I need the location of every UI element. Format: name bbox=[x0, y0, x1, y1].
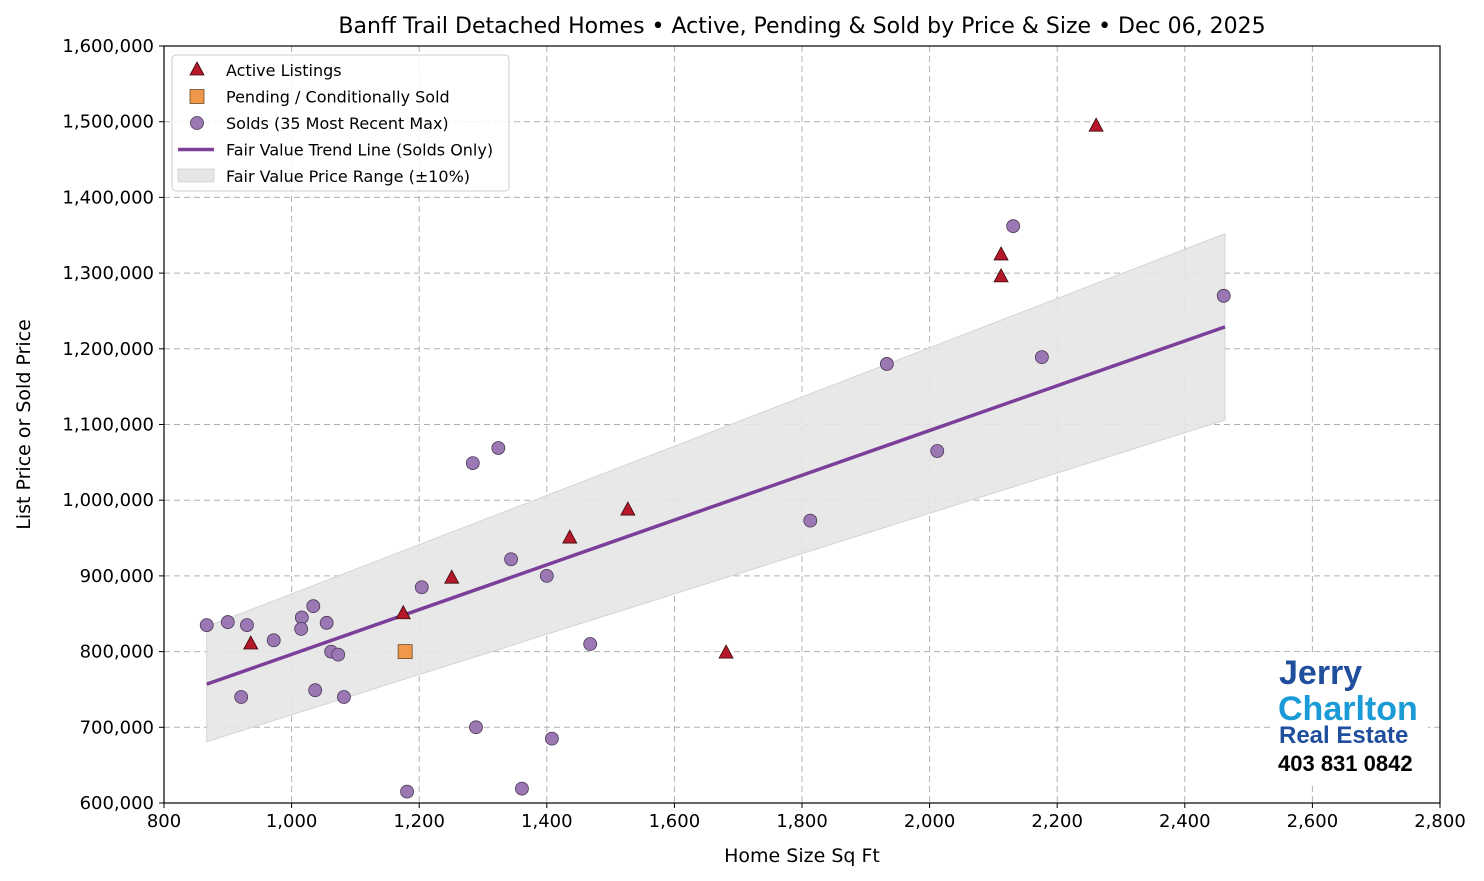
legend bbox=[171, 54, 510, 192]
data-point-circle bbox=[308, 683, 323, 698]
y-tick-label: 800,000 bbox=[80, 642, 154, 663]
data-point-circle bbox=[515, 781, 529, 796]
y-tick-label: 1,600,000 bbox=[62, 36, 154, 57]
x-tick-label: 1,200 bbox=[393, 811, 445, 832]
logo-line-3: Real Estate bbox=[1279, 722, 1409, 749]
y-tick-label: 1,300,000 bbox=[62, 263, 154, 284]
y-tick-label: 900,000 bbox=[80, 566, 154, 587]
y-tick-label: 1,000,000 bbox=[62, 490, 154, 511]
data-point-circle bbox=[414, 580, 429, 595]
data-point-circle bbox=[319, 615, 334, 630]
logo-phone: 403 831 0842 bbox=[1278, 751, 1413, 776]
data-point-circle bbox=[930, 444, 945, 458]
data-point-circle bbox=[240, 618, 254, 633]
data-point-circle bbox=[199, 618, 214, 633]
data-point-circle bbox=[1216, 288, 1231, 303]
data-point-triangle bbox=[243, 635, 259, 650]
x-tick-label: 1,400 bbox=[521, 811, 573, 832]
legend-marker-square bbox=[189, 89, 205, 104]
jerry-charlton-logo: Jerry Charlton Real Estate 403 831 0842 bbox=[1272, 652, 1428, 782]
legend-label: Fair Value Price Range (±10%) bbox=[226, 167, 470, 186]
chart-title: Banff Trail Detached Homes • Active, Pen… bbox=[338, 14, 1265, 39]
data-point-triangle bbox=[718, 644, 734, 659]
data-point-triangle bbox=[562, 529, 578, 544]
data-point-circle bbox=[539, 569, 554, 583]
data-point-circle bbox=[465, 456, 480, 471]
data-point-circle bbox=[545, 731, 559, 746]
data-point-triangle bbox=[1088, 117, 1104, 132]
data-point-circle bbox=[337, 690, 351, 704]
data-point-triangle bbox=[993, 268, 1009, 283]
x-tick-label: 1,800 bbox=[776, 811, 828, 832]
data-point-circle bbox=[1006, 219, 1021, 234]
legend-label: Solds (35 Most Recent Max) bbox=[226, 114, 449, 133]
data-point-circle bbox=[266, 633, 281, 648]
trend-line bbox=[206, 325, 1226, 686]
data-point-square bbox=[397, 644, 413, 659]
y-tick-label: 1,200,000 bbox=[62, 339, 154, 360]
logo-line-2: Charlton bbox=[1278, 690, 1418, 728]
x-tick-label: 2,000 bbox=[904, 811, 956, 832]
y-tick-label: 1,400,000 bbox=[62, 187, 154, 208]
data-point-circle bbox=[491, 441, 506, 455]
data-point-triangle bbox=[444, 569, 460, 584]
x-tick-label: 2,800 bbox=[1414, 811, 1466, 832]
y-tick-label: 700,000 bbox=[80, 717, 154, 738]
y-tick-label: 600,000 bbox=[80, 793, 154, 814]
logo-line-1: Jerry bbox=[1279, 654, 1363, 692]
x-tick-label: 1,600 bbox=[649, 811, 701, 832]
data-point-circle bbox=[331, 647, 346, 662]
data-point-circle bbox=[220, 615, 235, 629]
y-tick-label: 1,100,000 bbox=[62, 415, 154, 436]
legend-marker-circle bbox=[190, 116, 204, 130]
legend-label: Fair Value Trend Line (Solds Only) bbox=[226, 141, 493, 160]
data-point-circle bbox=[1034, 350, 1049, 365]
data-point-circle bbox=[879, 357, 894, 371]
x-tick-label: 2,400 bbox=[1159, 811, 1211, 832]
data-point-circle bbox=[803, 513, 818, 528]
legend-marker-triangle bbox=[189, 61, 205, 76]
x-tick-label: 800 bbox=[147, 811, 181, 832]
legend-marker-band bbox=[177, 168, 215, 183]
x-axis-label: Home Size Sq Ft bbox=[724, 845, 880, 867]
data-point-circle bbox=[234, 690, 249, 704]
x-tick-label: 1,000 bbox=[266, 811, 318, 832]
data-point-circle bbox=[504, 552, 518, 567]
y-axis-label: List Price or Sold Price bbox=[13, 319, 35, 530]
legend-label: Active Listings bbox=[226, 61, 342, 80]
data-point-triangle bbox=[993, 246, 1009, 261]
fair-value-band bbox=[206, 233, 1226, 743]
data-point-circle bbox=[306, 599, 321, 614]
y-tick-label: 1,500,000 bbox=[62, 112, 154, 133]
data-point-triangle bbox=[620, 501, 636, 516]
data-point-triangle bbox=[395, 604, 411, 620]
x-tick-label: 2,200 bbox=[1031, 811, 1083, 832]
data-point-circle bbox=[400, 784, 414, 799]
x-tick-label: 2,600 bbox=[1287, 811, 1339, 832]
legend-label: Pending / Conditionally Sold bbox=[226, 88, 450, 107]
data-point-circle bbox=[469, 720, 483, 735]
data-point-circle bbox=[294, 621, 309, 636]
data-point-circle bbox=[583, 637, 598, 651]
